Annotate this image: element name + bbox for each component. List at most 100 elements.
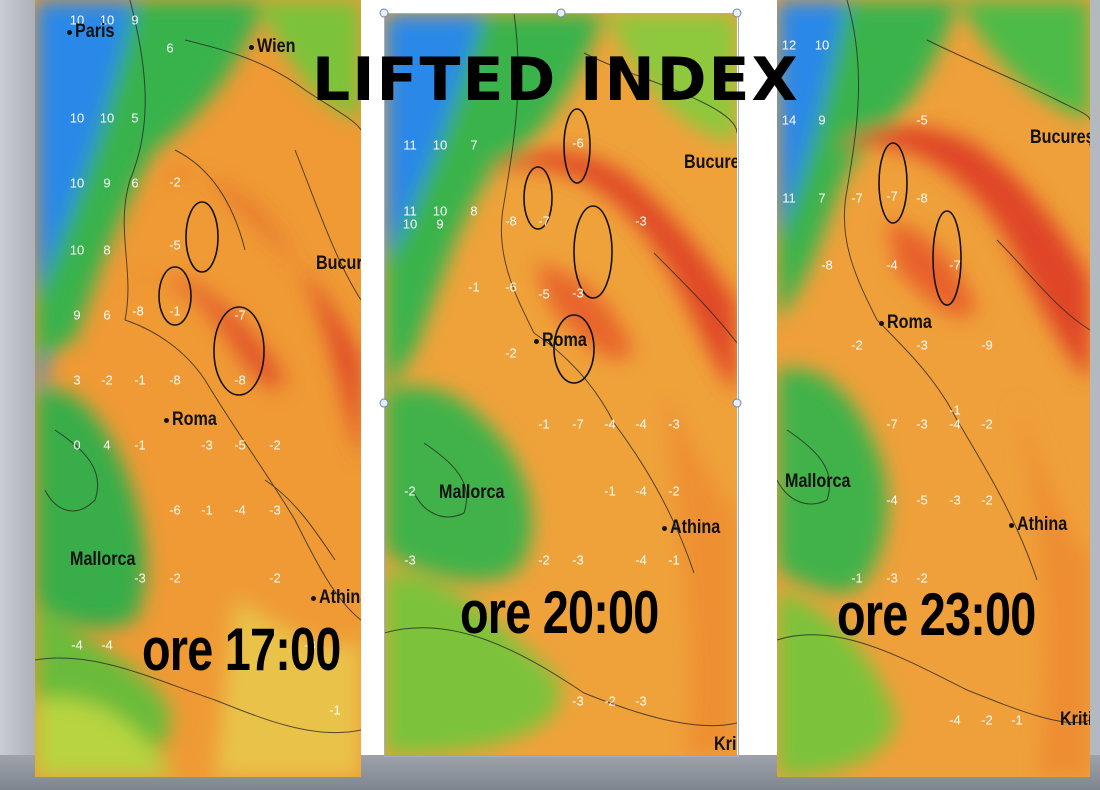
lifted-index-value: -4 <box>886 492 898 508</box>
lifted-index-value: -2 <box>505 345 517 361</box>
city-marker <box>662 526 667 531</box>
time-caption-2300: ore 23:00 <box>837 581 1036 648</box>
lifted-index-value: -7 <box>538 213 550 229</box>
lifted-index-value: -2 <box>668 483 680 499</box>
lifted-index-value: -1 <box>668 552 680 568</box>
lifted-index-value: 0 <box>73 437 81 453</box>
lifted-index-value: 4 <box>103 437 111 453</box>
map-panel-1700: 10 10 9 6 10 10 5 10 9 6 10 8 -2 -5 9 6 -8 -1 -7 -8 3 -2 -1 -8 0… <box>35 0 361 777</box>
lifted-index-value: -8 <box>505 213 517 229</box>
lifted-index-value: -1 <box>329 702 341 718</box>
lifted-index-value: -3 <box>916 416 928 432</box>
lifted-index-value: -2 <box>404 483 416 499</box>
lifted-index-value: -4 <box>949 712 961 728</box>
city-label: Roma <box>542 330 587 351</box>
lifted-index-value: 6 <box>166 40 174 56</box>
city-label: Athina <box>319 587 361 608</box>
map-panel-2000: 11 10 7 11 10 8 -6 10 9 -8 -7 -3 -1 -6 -5 -3 -2 -1 -7 -4 -4-… <box>384 13 737 755</box>
lifted-index-value: -2 <box>269 570 281 586</box>
lifted-index-value: -2 <box>916 570 928 586</box>
city-label: București <box>1030 127 1090 148</box>
lifted-index-value: -1 <box>851 570 863 586</box>
lifted-index-value: -3 <box>134 570 146 586</box>
lifted-index-value: -2 <box>851 337 863 353</box>
lifted-index-value: -3 <box>916 337 928 353</box>
city-marker <box>534 339 539 344</box>
lifted-index-value: -6 <box>505 279 517 295</box>
lifted-index-value: -1 <box>134 372 146 388</box>
resize-handle-top-left[interactable] <box>379 8 389 18</box>
lifted-index-value: -1 <box>1011 712 1023 728</box>
lifted-index-value: -2 <box>604 693 616 709</box>
city-label: Kriti <box>1060 709 1090 730</box>
lifted-index-value: 7 <box>470 137 478 153</box>
map-panel-2300: 12 10 14 9 11 7 -7 -7 -5 -8 -4 -7 -9 -8 -2 -3 -1 -7 -3 -4 -2… <box>777 0 1090 777</box>
resize-handle-top-middle[interactable] <box>556 8 566 18</box>
map-background-2300 <box>777 0 1090 777</box>
city-label: Bucures <box>684 152 737 173</box>
lifted-index-value: 10 <box>69 242 85 258</box>
lifted-index-value: 10 <box>814 37 830 53</box>
city-marker <box>164 418 169 423</box>
lifted-index-value: 9 <box>73 307 81 323</box>
resize-handle-top-right[interactable] <box>732 8 742 18</box>
image-selection-frame[interactable] <box>384 13 739 757</box>
lifted-index-value: -1 <box>468 279 480 295</box>
lifted-index-value: -5 <box>916 492 928 508</box>
lifted-index-value: -1 <box>538 416 550 432</box>
city-label: Mallorca <box>785 471 851 492</box>
lifted-index-value: 9 <box>131 12 139 28</box>
lifted-index-value: -8 <box>132 303 144 319</box>
lifted-index-value: -3 <box>949 492 961 508</box>
resize-handle-right-middle[interactable] <box>732 398 742 408</box>
lifted-index-value: 10 <box>432 203 448 219</box>
lifted-index-value: -3 <box>404 552 416 568</box>
lifted-index-value: -2 <box>169 174 181 190</box>
lifted-index-value: -4 <box>101 637 113 653</box>
slide-title: LIFTED INDEX <box>312 45 800 115</box>
lifted-index-value: -6 <box>169 502 181 518</box>
lifted-index-value: 11 <box>782 190 796 206</box>
lifted-index-value: -3 <box>304 637 316 653</box>
lifted-index-value: 9 <box>436 216 444 232</box>
lifted-index-value: -2 <box>169 570 181 586</box>
lifted-index-value: -2 <box>981 416 993 432</box>
lifted-index-value: -4 <box>604 416 616 432</box>
lifted-index-value: -7 <box>949 257 961 273</box>
lifted-index-value: 6 <box>103 307 111 323</box>
lifted-index-value: 11 <box>403 203 417 219</box>
lifted-index-value: -7 <box>851 190 863 206</box>
lifted-index-value: -7 <box>886 188 898 204</box>
city-label: Roma <box>172 409 217 430</box>
lifted-index-value: -2 <box>101 372 113 388</box>
lifted-index-value: -3 <box>201 437 213 453</box>
city-label: Mallorca <box>439 482 505 503</box>
lifted-index-value: -2 <box>538 552 550 568</box>
resize-handle-left-middle[interactable] <box>379 398 389 408</box>
lifted-index-value: -5 <box>234 437 246 453</box>
city-label: Roma <box>887 312 932 333</box>
city-label: Bucures <box>316 253 361 274</box>
lifted-index-value: -1 <box>949 402 961 418</box>
lifted-index-value: -3 <box>572 693 584 709</box>
lifted-index-value: -1 <box>201 502 213 518</box>
lifted-index-value: -3 <box>668 416 680 432</box>
lifted-index-value: 10 <box>402 216 418 232</box>
city-marker <box>1009 523 1014 528</box>
lifted-index-value: 7 <box>818 190 826 206</box>
lifted-index-value: -4 <box>635 416 647 432</box>
lifted-index-value: -3 <box>269 502 281 518</box>
lifted-index-value: -7 <box>572 416 584 432</box>
lifted-index-value: -8 <box>169 372 181 388</box>
lifted-index-value: 14 <box>781 112 797 128</box>
map-background-1700 <box>35 0 361 777</box>
lifted-index-value: 10 <box>69 175 85 191</box>
lifted-index-value: 10 <box>69 12 85 28</box>
lifted-index-value: -7 <box>234 307 246 323</box>
lifted-index-value: -7 <box>886 416 898 432</box>
lifted-index-value: -2 <box>981 492 993 508</box>
lifted-index-value: -3 <box>635 693 647 709</box>
city-label: Mallorca <box>70 549 136 570</box>
lifted-index-value: -5 <box>538 286 550 302</box>
lifted-index-value: -9 <box>981 337 993 353</box>
